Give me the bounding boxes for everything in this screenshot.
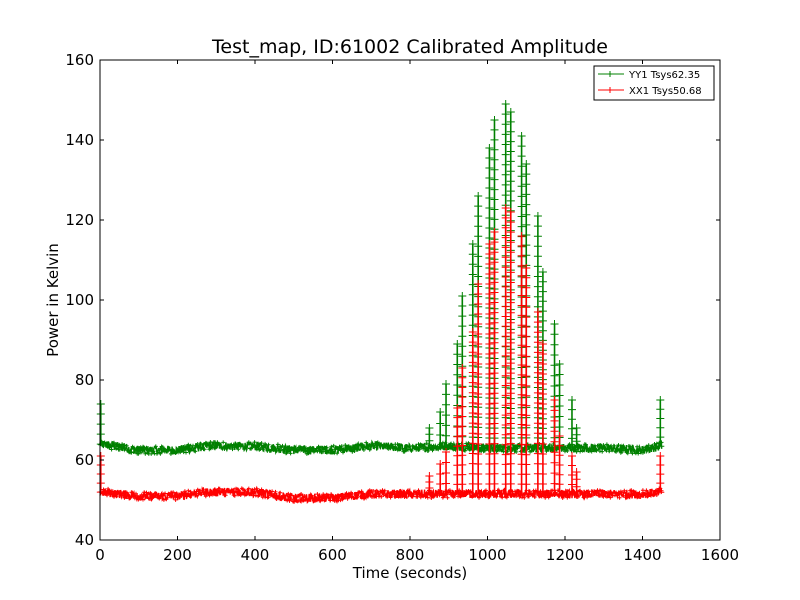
peak-mark bbox=[533, 308, 542, 495]
y-tick-label: 100 bbox=[65, 291, 94, 309]
peak-mark bbox=[538, 340, 547, 495]
x-tick-label: 1600 bbox=[701, 546, 739, 564]
peak-mark bbox=[572, 468, 581, 495]
series-1 bbox=[96, 204, 665, 505]
y-tick-label: 160 bbox=[65, 51, 94, 69]
legend: YY1 Tsys62.35 XX1 Tsys50.68 bbox=[593, 65, 715, 101]
x-tick-label: 200 bbox=[163, 546, 192, 564]
series-layer bbox=[96, 100, 665, 505]
x-tick-label: 1400 bbox=[623, 546, 661, 564]
peak-mark bbox=[425, 472, 434, 495]
y-tick-label: 120 bbox=[65, 211, 94, 229]
legend-label-xx1: XX1 Tsys50.68 bbox=[629, 86, 702, 97]
peak-mark bbox=[568, 452, 576, 495]
peak-mark bbox=[501, 204, 510, 495]
y-tick-label: 40 bbox=[75, 531, 94, 549]
y-tick-label: 60 bbox=[75, 451, 94, 469]
peak-mark bbox=[517, 232, 526, 495]
peak-mark bbox=[656, 452, 665, 493]
legend-marker-xx1 bbox=[607, 87, 613, 93]
peak-mark bbox=[555, 432, 564, 495]
peak-mark bbox=[436, 460, 445, 495]
x-tick-label: 1200 bbox=[546, 546, 584, 564]
ticks-layer: 0 200 400 600 800 1000 1200 1400 1600 40 60 80 100 12… bbox=[65, 51, 739, 564]
peak-mark bbox=[506, 208, 515, 495]
x-tick-label: 600 bbox=[318, 546, 347, 564]
x-tick-label: 400 bbox=[241, 546, 270, 564]
peak-mark bbox=[485, 240, 494, 495]
x-tick-label: 1000 bbox=[468, 546, 506, 564]
peak-mark bbox=[96, 452, 105, 493]
peak-mark bbox=[550, 396, 559, 495]
peak-mark bbox=[436, 408, 445, 447]
peak-mark bbox=[453, 404, 462, 495]
peak-mark bbox=[468, 328, 477, 495]
peak-mark bbox=[490, 228, 499, 495]
y-axis-title: Power in Kelvin bbox=[44, 243, 62, 357]
x-axis-title: Time (seconds) bbox=[352, 564, 468, 582]
x-tick-label: 0 bbox=[95, 546, 105, 564]
legend-label-yy1: YY1 Tsys62.35 bbox=[628, 70, 700, 81]
y-tick-label: 80 bbox=[75, 371, 94, 389]
peak-mark bbox=[656, 396, 665, 447]
peak-mark bbox=[522, 264, 531, 495]
peak-mark bbox=[442, 448, 450, 495]
peak-mark bbox=[572, 424, 581, 449]
chart-title: Test_map, ID:61002 Calibrated Amplitude bbox=[211, 36, 608, 58]
peak-mark bbox=[458, 364, 467, 495]
peak-mark bbox=[474, 280, 483, 495]
peak-mark bbox=[442, 380, 450, 447]
peak-mark bbox=[425, 424, 434, 448]
legend-marker-yy1 bbox=[607, 71, 613, 77]
x-tick-label: 800 bbox=[396, 546, 425, 564]
legend-box bbox=[593, 65, 715, 101]
y-tick-label: 140 bbox=[65, 131, 94, 149]
peak-mark bbox=[96, 400, 105, 445]
peak-mark bbox=[568, 396, 576, 449]
